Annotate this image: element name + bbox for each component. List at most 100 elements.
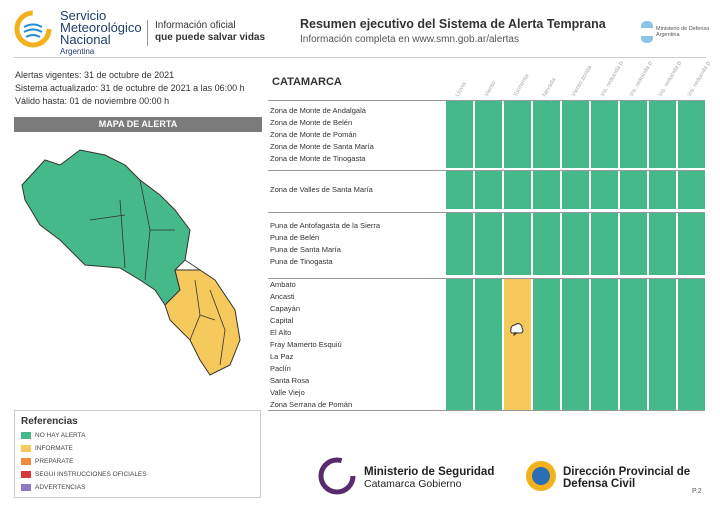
alert-cell bbox=[649, 171, 676, 209]
zone-name: Puna de Antofagasta de la Sierra bbox=[270, 221, 381, 230]
zone-name: Zona de Monte de Tinogasta bbox=[270, 153, 366, 163]
zone-name: Capital bbox=[270, 316, 294, 325]
reference-item: ADVERTENCIAS bbox=[21, 481, 254, 494]
references: Referencias NO HAY ALERTA INFORMATE PREPAR… bbox=[14, 410, 261, 498]
alert-cell bbox=[504, 171, 531, 209]
alert-cell bbox=[475, 171, 502, 209]
reference-label: PREPARATE bbox=[35, 458, 74, 465]
alert-cell bbox=[591, 213, 618, 275]
divider bbox=[147, 20, 148, 46]
alert-cell bbox=[446, 279, 473, 411]
zone-name: Puna de Belén bbox=[270, 233, 320, 242]
org-line: Argentina bbox=[60, 47, 95, 56]
zone-group: Zona de Valles de Santa María bbox=[268, 170, 705, 209]
reference-item: PREPARATE bbox=[21, 455, 254, 468]
alert-cell bbox=[446, 101, 473, 168]
security-line: Ministerio de Seguridad bbox=[364, 466, 495, 478]
zone-group: Zona de Monte de Andalgalá Zona de Monte … bbox=[268, 100, 705, 168]
subtitle: Información completa en www.smn.gob.ar/a… bbox=[300, 34, 519, 45]
alert-cell bbox=[504, 279, 531, 411]
alert-cell bbox=[678, 101, 705, 168]
alert-cell bbox=[533, 101, 560, 168]
alert-cell bbox=[446, 171, 473, 209]
alert-cell bbox=[649, 279, 676, 411]
column-label: Vis. reducida por humo bbox=[657, 60, 683, 98]
reference-label: NO HAY ALERTA bbox=[35, 432, 86, 439]
alert-cell bbox=[649, 101, 676, 168]
alert-cell bbox=[562, 213, 589, 275]
references-list: NO HAY ALERTA INFORMATE PREPARATE SEGUI INS… bbox=[21, 429, 254, 494]
alert-cell bbox=[620, 213, 647, 275]
civil-line: Dirección Provincial de bbox=[563, 466, 691, 478]
alert-cell bbox=[620, 171, 647, 209]
alert-cell bbox=[678, 279, 705, 411]
map-title: MAPA DE ALERTA bbox=[14, 117, 262, 132]
alert-cell bbox=[533, 279, 560, 411]
ministry-line: Argentina bbox=[656, 32, 680, 38]
title: Resumen ejecutivo del Sistema de Alerta … bbox=[300, 17, 606, 31]
smn-logo bbox=[14, 10, 52, 48]
org-line: Servicio bbox=[60, 8, 107, 23]
tagline: Información oficial que puede salvar vid… bbox=[155, 20, 265, 44]
map bbox=[21, 149, 241, 376]
alert-cell bbox=[533, 213, 560, 275]
references-title: Referencias bbox=[21, 416, 78, 427]
info-line: Alertas vigentes: 31 de octubre de 2021 bbox=[15, 70, 175, 80]
zone-name: Fray Mamerto Esquiú bbox=[270, 340, 342, 349]
tagline-line: que puede salvar vidas bbox=[155, 32, 266, 43]
reference-label: INFORMATE bbox=[35, 445, 73, 452]
column-label: Vis. reducida por polvo/arena bbox=[599, 60, 625, 98]
alert-cell bbox=[620, 101, 647, 168]
column-label: Viento bbox=[483, 80, 498, 98]
zone-name: Zona de Monte de Santa María bbox=[270, 141, 374, 151]
reference-item: SEGUI INSTRUCCIONES OFICIALES bbox=[21, 468, 254, 481]
alert-cell bbox=[591, 171, 618, 209]
zone-name: Valle Viejo bbox=[270, 388, 305, 397]
alert-cell bbox=[591, 101, 618, 168]
zone-name: El Alto bbox=[270, 328, 292, 337]
org-line: Meteorológico bbox=[60, 20, 142, 35]
storm-icon bbox=[510, 323, 524, 336]
column-label: Tormenta bbox=[512, 73, 531, 98]
alert-cell bbox=[475, 101, 502, 168]
column-label: Vis. reducida por niebla bbox=[686, 60, 712, 98]
zone-name: Capayán bbox=[270, 304, 301, 313]
reference-swatch bbox=[21, 445, 31, 452]
alert-cell bbox=[649, 213, 676, 275]
zone-name: Zona de Valles de Santa María bbox=[270, 185, 373, 194]
alert-cell bbox=[620, 279, 647, 411]
alert-cell bbox=[475, 279, 502, 411]
zone-names: Puna de Antofagasta de la Sierra Puna de … bbox=[268, 213, 444, 275]
org-line: Nacional bbox=[60, 32, 111, 47]
alert-cell bbox=[533, 171, 560, 209]
province: CATAMARCA bbox=[272, 76, 342, 88]
zone-group: Ambato Ancasti Capayán Capital El Alto Fray M… bbox=[268, 278, 705, 411]
org-name: Servicio Meteorológico Nacional Argentin… bbox=[60, 8, 142, 58]
zone-name: Zona Serrana de Pomán bbox=[270, 400, 353, 409]
security-line: Catamarca Gobierno bbox=[364, 478, 462, 490]
zone-name: Puna de Santa María bbox=[270, 245, 341, 254]
alert-cell bbox=[562, 101, 589, 168]
column-label: Nevada bbox=[541, 77, 558, 98]
civil-logo bbox=[526, 461, 556, 491]
table-bottom-rule bbox=[268, 410, 705, 411]
zone-name: Paclín bbox=[270, 364, 291, 373]
info: Alertas vigentes: 31 de octubre de 2021 … bbox=[15, 69, 245, 108]
reference-swatch bbox=[21, 458, 31, 465]
column-label: Viento zonda bbox=[570, 64, 594, 98]
zone-names: Ambato Ancasti Capayán Capital El Alto Fray M… bbox=[268, 279, 444, 411]
zone-name: Ambato bbox=[270, 280, 296, 289]
zone-names: Zona de Valles de Santa María bbox=[268, 171, 444, 209]
column-label: Lluvia bbox=[454, 81, 468, 98]
security-logo bbox=[318, 457, 356, 495]
zone-name: Zona de Monte de Pomán bbox=[270, 129, 357, 139]
zone-name: Zona de Monte de Andalgalá bbox=[270, 105, 366, 115]
info-line: Válido hasta: 01 de noviembre 00:00 h bbox=[15, 96, 170, 106]
reference-label: ADVERTENCIAS bbox=[35, 484, 86, 491]
rule bbox=[14, 57, 706, 58]
alert-cell bbox=[504, 101, 531, 168]
alert-cell bbox=[504, 213, 531, 275]
alert-cell bbox=[562, 279, 589, 411]
zone-name: La Paz bbox=[270, 352, 294, 361]
